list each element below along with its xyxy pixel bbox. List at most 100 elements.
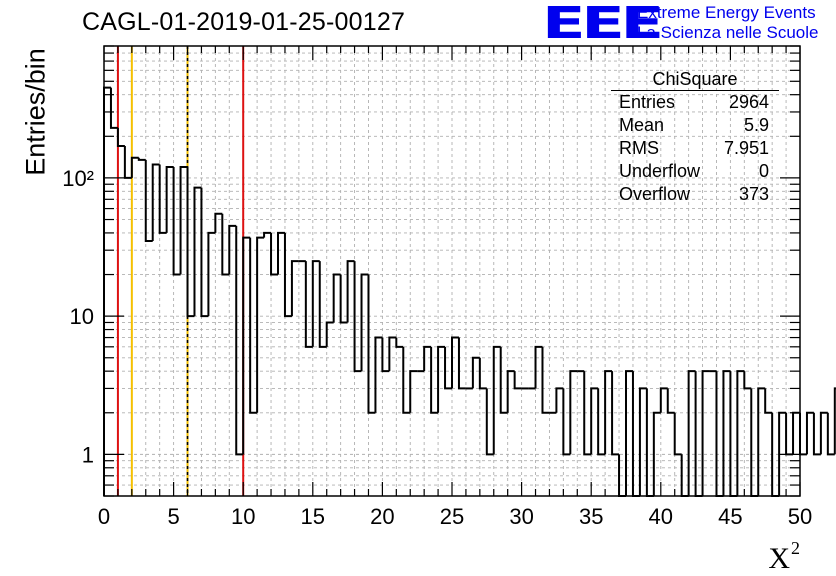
x-tick-label: 40 xyxy=(649,504,673,529)
histogram-bin xyxy=(249,237,258,414)
stats-row-entries: Entries 2964 xyxy=(611,91,779,114)
histogram-bin xyxy=(304,261,313,348)
x-tick-label: 10 xyxy=(231,504,255,529)
histogram-bin xyxy=(625,370,633,496)
histogram-bin xyxy=(214,212,223,233)
histogram-bin xyxy=(611,371,620,456)
histogram-bin xyxy=(193,186,202,317)
histogram-bin xyxy=(242,236,251,455)
histogram-bin xyxy=(583,371,592,456)
histogram-bin xyxy=(270,232,278,276)
histogram-bin xyxy=(360,273,369,372)
x-tick-label: 35 xyxy=(579,504,603,529)
stats-value: 0 xyxy=(758,161,769,181)
stats-row-mean: Mean 5.9 xyxy=(611,114,779,137)
histogram-bin xyxy=(172,166,181,276)
histogram-bin xyxy=(478,357,487,390)
histogram-bin xyxy=(283,232,292,318)
run-title: CAGL-01-2019-01-25-00127 xyxy=(82,8,406,36)
histogram-bin xyxy=(506,370,515,413)
histogram-bin xyxy=(325,321,334,347)
histogram-bin xyxy=(339,274,348,324)
histogram-bin xyxy=(492,345,501,455)
eee-logo: EEE xyxy=(542,0,664,49)
histogram-bin xyxy=(353,261,362,373)
histogram-bin xyxy=(743,371,752,390)
histogram-bin xyxy=(109,87,118,129)
histogram-bin xyxy=(451,336,459,389)
histogram-bin xyxy=(722,370,731,496)
stats-label: Mean xyxy=(619,115,665,135)
stats-row-overflow: Overflow 373 xyxy=(611,183,779,206)
histogram-bin xyxy=(318,261,327,348)
histogram-bin xyxy=(130,156,139,178)
histogram-bin xyxy=(311,260,320,347)
histogram-bin xyxy=(778,411,787,496)
histogram-bin xyxy=(471,356,480,389)
histogram-bin xyxy=(137,157,146,161)
histogram-bin xyxy=(792,411,800,455)
histogram-bin xyxy=(764,388,773,414)
x-tick-label: 5 xyxy=(167,504,179,529)
histogram-bin xyxy=(221,213,230,276)
stats-box-title: ChiSquare xyxy=(611,68,779,91)
histogram-bin xyxy=(687,370,696,496)
stats-value: 2964 xyxy=(728,92,769,112)
x-tick-label: 45 xyxy=(718,504,742,529)
histogram-bin xyxy=(673,412,682,456)
y-axis-label: Entries/bin xyxy=(20,48,51,176)
stats-label: Underflow xyxy=(619,161,701,181)
histogram-bin xyxy=(799,412,807,456)
histogram-bin xyxy=(645,388,654,497)
histogram-bin xyxy=(457,337,466,390)
x-axis-label-superscript: 2 xyxy=(791,538,800,558)
histogram-bin xyxy=(409,370,418,413)
histogram-bin xyxy=(437,345,446,413)
histogram-bin xyxy=(235,225,244,456)
stats-box: ChiSquare Entries 2964 Mean 5.9 RMS 7.951 U… xyxy=(611,68,779,206)
y-tick-label: 10 xyxy=(70,304,94,329)
histogram-bin xyxy=(402,346,411,414)
histogram-bin xyxy=(694,371,703,497)
histogram-bin xyxy=(513,371,522,390)
stats-row-rms: RMS 7.951 xyxy=(611,137,779,160)
histogram-bin xyxy=(736,370,745,496)
histogram-bin xyxy=(833,387,836,455)
histogram-bin xyxy=(346,260,355,323)
histogram-bin xyxy=(332,273,341,323)
histogram-bin xyxy=(729,371,738,497)
histogram-bin xyxy=(374,336,383,413)
stats-label: Overflow xyxy=(619,184,691,204)
x-axis-label-base: X xyxy=(768,542,790,575)
histogram-bin xyxy=(290,260,299,317)
logo-line-2: La Scienza nelle Scuole xyxy=(637,23,819,42)
histogram-bin xyxy=(144,159,153,242)
x-tick-label: 25 xyxy=(440,504,464,529)
histogram-bin xyxy=(444,346,452,390)
histogram-bin xyxy=(200,187,209,318)
histogram-bin xyxy=(207,231,216,317)
histogram-bin xyxy=(701,370,710,496)
histogram-bin xyxy=(666,388,675,414)
histogram-bin xyxy=(123,146,132,179)
histogram-bin xyxy=(604,370,613,455)
histogram-bin xyxy=(715,371,724,497)
histogram-bin xyxy=(381,337,390,373)
y-tick-label: 1 xyxy=(82,442,94,467)
x-tick-label: 30 xyxy=(509,504,533,529)
histogram-bin xyxy=(750,388,759,497)
histogram-bin xyxy=(103,86,111,496)
histogram-bin xyxy=(534,345,543,389)
x-tick-label: 0 xyxy=(98,504,110,529)
stats-label: RMS xyxy=(619,138,659,158)
histogram-bin xyxy=(555,387,564,413)
histogram-bin xyxy=(179,165,188,275)
histogram-bin xyxy=(631,371,640,497)
histogram-bin xyxy=(499,346,508,414)
x-axis-label: X2 xyxy=(768,538,800,576)
stats-value: 5.9 xyxy=(743,115,769,135)
stats-value: 7.951 xyxy=(723,138,769,158)
histogram-bin xyxy=(277,231,285,275)
histogram-bin xyxy=(388,336,397,372)
histogram-bin xyxy=(263,231,272,238)
